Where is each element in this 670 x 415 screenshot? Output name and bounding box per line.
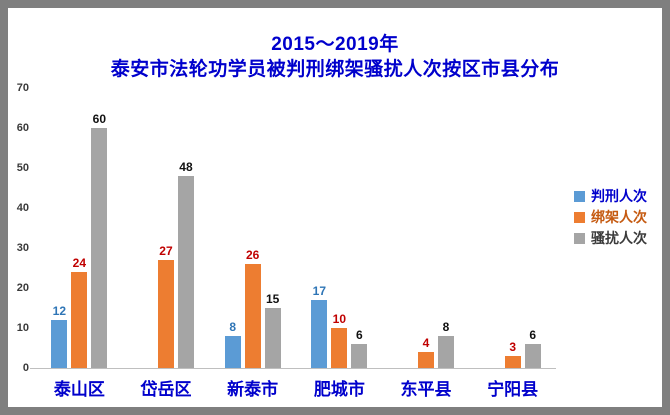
x-category-label: 东平县 (400, 380, 452, 399)
legend-swatch-icon (574, 211, 585, 223)
x-category-label: 岱岳区 (140, 380, 192, 399)
bar-value-label: 15 (265, 292, 280, 306)
bar-group: 27 48 (123, 88, 210, 368)
bar-value-label: 8 (229, 320, 236, 334)
bar-value-label: 60 (92, 112, 107, 126)
bar: 6 (351, 328, 368, 368)
bar-value-label: 6 (355, 328, 363, 342)
y-tick-label: 50 (16, 162, 29, 174)
x-category-label: 肥城市 (313, 380, 365, 399)
bar-value-label: 4 (422, 336, 430, 350)
legend-label: 判刑人次 (591, 188, 647, 204)
y-axis: 0 10 20 30 40 50 60 70 (8, 8, 662, 407)
bar-value-label: 24 (72, 256, 87, 270)
legend-label: 绑架人次 (591, 209, 647, 225)
bar-value-label: 26 (245, 248, 260, 262)
legend-swatch-icon (574, 232, 585, 244)
legend-item: 判刑人次 (574, 188, 647, 204)
y-tick-label: 60 (16, 122, 29, 134)
bar-value-label: 48 (179, 160, 193, 174)
chart-title: 2015～2019年 泰安市法轮功学员被判刑绑架骚扰人次按区市县分布 (8, 32, 662, 82)
y-tick-label: 40 (16, 202, 29, 214)
bar: 12 (51, 304, 68, 368)
bar-group: 12 24 60 (36, 88, 123, 368)
bar-value-label: 27 (159, 244, 173, 258)
x-axis-line (30, 368, 556, 369)
legend-swatch-icon (574, 190, 585, 202)
bar: 8 (437, 320, 454, 368)
bar: 15 (264, 292, 281, 368)
bar: 60 (91, 112, 108, 368)
y-tick-label: 10 (16, 322, 29, 334)
bar-value-label: 3 (509, 340, 516, 354)
x-category-label: 泰山区 (53, 380, 105, 399)
bar: 27 (157, 244, 174, 368)
y-tick-label: 70 (16, 82, 29, 94)
bar: 4 (417, 336, 434, 368)
legend-label: 骚扰人次 (591, 230, 647, 246)
chart-title-line-2: 泰安市法轮功学员被判刑绑架骚扰人次按区市县分布 (110, 59, 560, 80)
legend-item: 绑架人次 (574, 209, 647, 225)
legend: 判刑人次绑架人次骚扰人次 (574, 188, 647, 251)
bar-value-label: 17 (312, 284, 327, 298)
x-category-label: 宁阳县 (487, 380, 539, 399)
y-tick-label: 20 (16, 282, 29, 294)
bar-group: 17 10 6 (296, 88, 383, 368)
y-tick-label: 0 (22, 362, 29, 374)
bar: 17 (311, 284, 328, 368)
y-tick-label: 30 (16, 242, 29, 254)
bar-value-label: 10 (332, 312, 347, 326)
bar: 8 (224, 320, 241, 368)
bar: 6 (524, 328, 541, 368)
bar: 48 (177, 160, 194, 368)
legend-item: 骚扰人次 (574, 230, 647, 246)
bar-value-label: 8 (442, 320, 450, 334)
bar-value-label: 12 (52, 304, 67, 318)
x-axis-labels: 泰山区 岱岳区 新泰市 肥城市 东平县 宁阳县 (36, 379, 556, 401)
bar-value-label: 6 (529, 328, 536, 342)
plot-area: 12 24 60 27 48 8 26 15 17 10 6 4 8 3 6 (36, 88, 556, 368)
bar: 3 (504, 340, 521, 368)
bar: 24 (71, 256, 88, 368)
chart-canvas: 2015～2019年 泰安市法轮功学员被判刑绑架骚扰人次按区市县分布 0 10 20… (8, 8, 662, 407)
x-category-label: 新泰市 (227, 380, 279, 399)
bar-group: 8 26 15 (209, 88, 296, 368)
bar: 10 (331, 312, 348, 368)
chart-title-line-1: 2015～2019年 (271, 34, 399, 55)
bar: 26 (244, 248, 261, 368)
